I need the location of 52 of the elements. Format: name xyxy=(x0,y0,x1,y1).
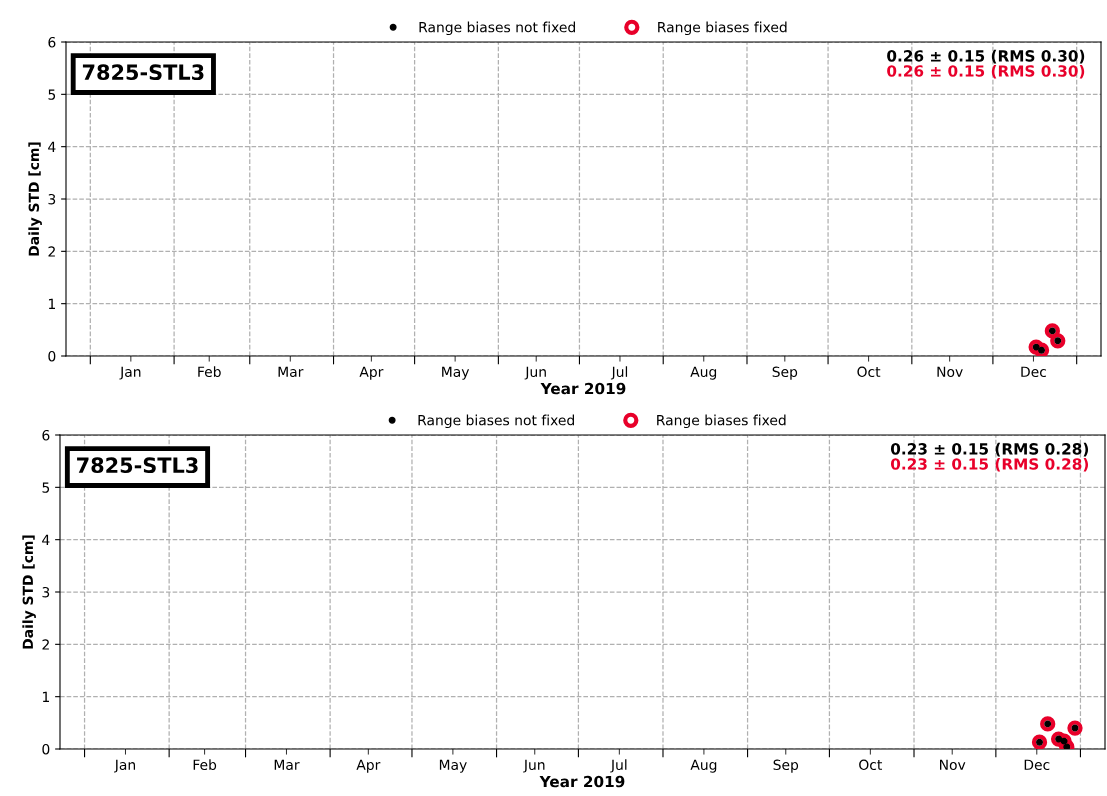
x-tick-label: May xyxy=(439,759,467,773)
x-tick-label: Sep xyxy=(773,759,799,773)
x-tick-label: Feb xyxy=(198,366,221,378)
y-tick-label: 2 xyxy=(48,246,55,257)
y-axis-title: Daily STD [cm] xyxy=(28,142,42,256)
x-tick-label: Oct xyxy=(859,759,883,771)
x-axis-title: Year 2019 xyxy=(540,382,626,395)
x-tick-label: Aug xyxy=(690,759,717,773)
x-tick-label: Jun xyxy=(524,366,546,380)
y-tick-label: 3 xyxy=(48,193,56,205)
x-tick-label: Mar xyxy=(278,366,304,378)
y-tick-label: 6 xyxy=(42,429,50,441)
annotation: 7825-STL3 xyxy=(77,457,198,474)
x-tick-label: Jul xyxy=(610,759,627,773)
annotation: 0.26 ± 0.15 (RMS 0.30) xyxy=(887,64,1085,79)
y-tick-label: 5 xyxy=(48,89,56,100)
x-tick-label: Nov xyxy=(940,759,966,771)
x-tick-label: Jan xyxy=(119,366,141,380)
annotation: 0.23 ± 0.15 (RMS 0.28) xyxy=(890,442,1089,457)
legend-label: Range biases fixed xyxy=(658,21,787,36)
x-tick-label: Dec xyxy=(1021,366,1047,378)
annotation: 0.26 ± 0.15 (RMS 0.30) xyxy=(887,49,1085,64)
legend-label: Range biases not fixed xyxy=(419,21,575,36)
y-tick-label: 1 xyxy=(42,691,49,702)
annotation: 7825-STL3 xyxy=(82,64,204,81)
y-tick-label: 0 xyxy=(42,743,50,755)
y-tick-label: 2 xyxy=(42,639,49,650)
x-axis-title: Year 2019 xyxy=(539,775,625,788)
y-tick-label: 4 xyxy=(48,141,56,152)
y-tick-label: 3 xyxy=(42,586,50,598)
x-tick-label: May xyxy=(442,366,470,380)
y-tick-label: 1 xyxy=(48,298,55,309)
legend-label: Range biases fixed xyxy=(657,414,786,429)
x-tick-label: Dec xyxy=(1024,759,1050,771)
y-axis-title: Daily STD [cm] xyxy=(22,535,36,649)
x-tick-label: Jul xyxy=(610,366,628,380)
x-tick-label: Jan xyxy=(114,759,136,773)
y-tick-label: 5 xyxy=(42,482,50,493)
x-tick-label: Jun xyxy=(523,759,545,773)
x-tick-label: Oct xyxy=(857,366,881,378)
y-tick-label: 0 xyxy=(48,350,56,362)
y-tick-label: 4 xyxy=(42,534,50,545)
x-tick-label: Apr xyxy=(356,759,381,773)
legend-label: Range biases not fixed xyxy=(418,414,574,429)
x-tick-label: Sep xyxy=(772,366,798,380)
x-tick-label: Mar xyxy=(274,759,300,771)
y-tick-label: 6 xyxy=(48,36,56,48)
x-tick-label: Apr xyxy=(359,366,384,380)
annotation: 0.23 ± 0.15 (RMS 0.28) xyxy=(890,457,1089,472)
x-tick-label: Nov xyxy=(937,366,963,378)
x-tick-label: Aug xyxy=(690,366,717,380)
x-tick-label: Feb xyxy=(193,759,217,771)
